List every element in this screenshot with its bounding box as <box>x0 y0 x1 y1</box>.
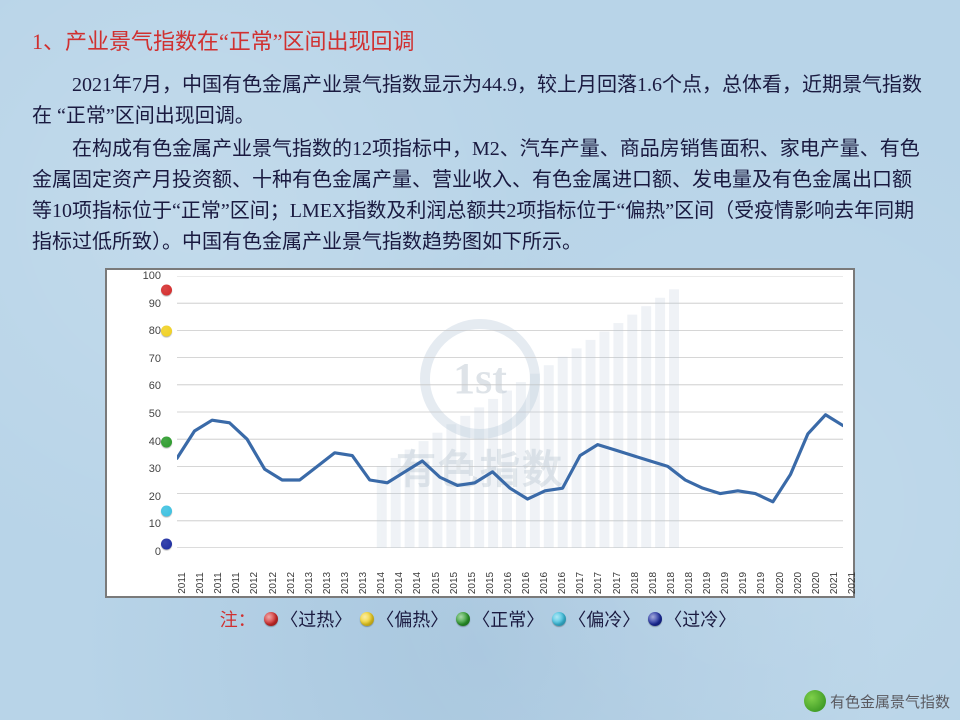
xtick-label: 2017 <box>612 572 623 594</box>
ytick-label: 10 <box>149 518 161 530</box>
paragraph-2: 在构成有色金属产业景气指数的12项指标中，M2、汽车产量、商品房销售面积、家电产… <box>32 134 928 258</box>
xtick-label: 2020 <box>811 572 822 594</box>
legend-dot-icon <box>552 612 566 626</box>
ytick-label: 20 <box>149 491 161 503</box>
legend-prefix: 注： <box>220 610 256 630</box>
xtick-label: 2021 <box>847 572 858 594</box>
threshold-dot <box>161 538 172 549</box>
xtick-label: 2015 <box>431 572 442 594</box>
xtick-label: 2018 <box>684 572 695 594</box>
xtick-label: 2011 <box>177 572 188 594</box>
paragraph-1: 2021年7月，中国有色金属产业景气指数显示为44.9，较上月回落1.6个点，总… <box>32 70 928 132</box>
legend-dot-icon <box>456 612 470 626</box>
threshold-dot <box>161 505 172 516</box>
legend-dot-icon <box>648 612 662 626</box>
xtick-label: 2012 <box>249 572 260 594</box>
xtick-label: 2021 <box>829 572 840 594</box>
legend-item: 〈过热〉 <box>264 606 352 632</box>
ytick-label: 40 <box>149 436 161 448</box>
legend-label: 〈过热〉 <box>280 606 352 632</box>
ytick-label: 50 <box>149 408 161 420</box>
xtick-label: 2013 <box>358 572 369 594</box>
xtick-label: 2018 <box>666 572 677 594</box>
ytick-label: 30 <box>149 463 161 475</box>
xtick-label: 2015 <box>485 572 496 594</box>
threshold-dot <box>161 436 172 447</box>
xtick-label: 2016 <box>557 572 568 594</box>
index-trend-chart: 1st 有色指数 0102030405060708090100 20112011… <box>105 268 855 598</box>
xtick-label: 2017 <box>593 572 604 594</box>
xtick-label: 2016 <box>521 572 532 594</box>
xtick-label: 2015 <box>467 572 478 594</box>
ytick-label: 70 <box>149 353 161 365</box>
xtick-label: 2011 <box>195 572 206 594</box>
xtick-label: 2018 <box>648 572 659 594</box>
xtick-label: 2017 <box>575 572 586 594</box>
xtick-label: 2012 <box>268 572 279 594</box>
threshold-dot <box>161 284 172 295</box>
legend-dot-icon <box>264 612 278 626</box>
ytick-label: 60 <box>149 380 161 392</box>
chart-legend: 注： 〈过热〉〈偏热〉〈正常〉〈偏冷〉〈过冷〉 <box>32 606 928 632</box>
xtick-label: 2013 <box>340 572 351 594</box>
chart-xaxis: 2011 2011 2011 2011 2012 2012 2012 2013 2013 2013… <box>177 548 843 596</box>
source-footer: 有色金属景气指数 <box>804 690 950 712</box>
ytick-label: 80 <box>149 325 161 337</box>
xtick-label: 2018 <box>630 572 641 594</box>
legend-label: 〈偏冷〉 <box>568 606 640 632</box>
xtick-label: 2014 <box>394 572 405 594</box>
legend-item: 〈正常〉 <box>456 606 544 632</box>
xtick-label: 2016 <box>503 572 514 594</box>
ytick-label: 100 <box>143 270 161 282</box>
xtick-label: 2020 <box>775 572 786 594</box>
legend-label: 〈偏热〉 <box>376 606 448 632</box>
section-title: 1、产业景气指数在“正常”区间出现回调 <box>32 24 928 56</box>
chart-svg <box>177 276 843 548</box>
xtick-label: 2012 <box>286 572 297 594</box>
xtick-label: 2016 <box>539 572 550 594</box>
legend-label: 〈过冷〉 <box>664 606 736 632</box>
legend-item: 〈过冷〉 <box>648 606 736 632</box>
legend-item: 〈偏冷〉 <box>552 606 640 632</box>
xtick-label: 2014 <box>412 572 423 594</box>
ytick-label: 90 <box>149 298 161 310</box>
chart-plot-area <box>177 276 843 548</box>
chart-yaxis: 0102030405060708090100 <box>107 276 167 548</box>
xtick-label: 2013 <box>322 572 333 594</box>
xtick-label: 2013 <box>304 572 315 594</box>
source-logo-icon <box>804 690 826 712</box>
xtick-label: 2020 <box>793 572 804 594</box>
legend-label: 〈正常〉 <box>472 606 544 632</box>
xtick-label: 2019 <box>738 572 749 594</box>
threshold-dot <box>161 326 172 337</box>
xtick-label: 2015 <box>449 572 460 594</box>
legend-item: 〈偏热〉 <box>360 606 448 632</box>
xtick-label: 2019 <box>720 572 731 594</box>
source-footer-text: 有色金属景气指数 <box>830 691 950 712</box>
xtick-label: 2019 <box>756 572 767 594</box>
xtick-label: 2011 <box>231 572 242 594</box>
legend-dot-icon <box>360 612 374 626</box>
xtick-label: 2019 <box>702 572 713 594</box>
xtick-label: 2014 <box>376 572 387 594</box>
xtick-label: 2011 <box>213 572 224 594</box>
